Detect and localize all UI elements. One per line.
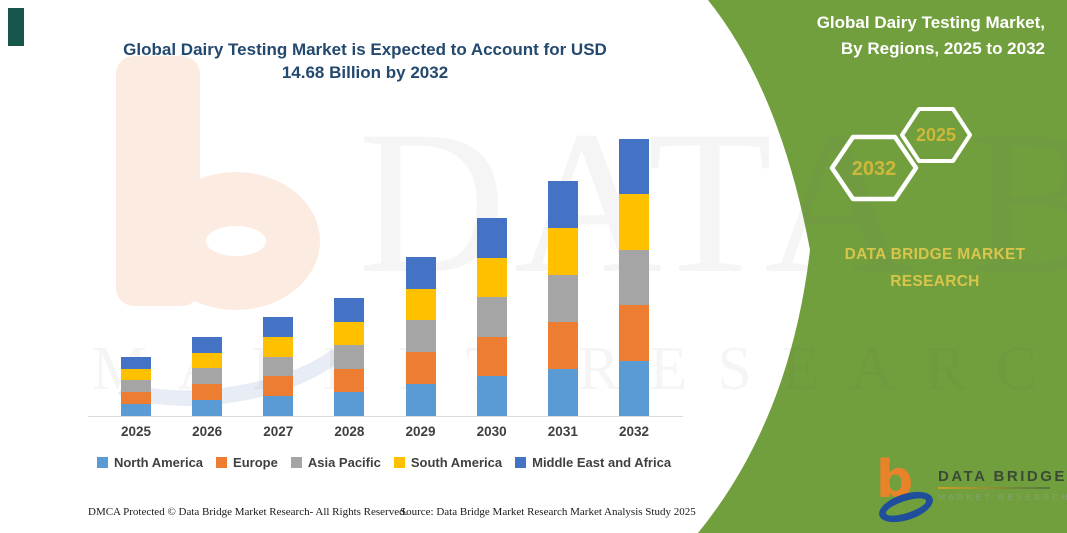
side-panel-heading: Global Dairy Testing Market, By Regions,… — [816, 13, 1045, 59]
bar-segment-2025-north-america — [121, 404, 151, 416]
legend: North America Europe Asia Pacific South Ame… — [78, 455, 690, 470]
stacked-bar-2028 — [334, 298, 365, 416]
bar-segment-2029-north-america — [405, 384, 436, 416]
bar-segment-2027-middle-east-and-africa — [263, 316, 294, 337]
x-axis-label-2027: 2027 — [263, 424, 294, 439]
panel-brand-text: DATA BRIDGE MARKET RESEARCH — [844, 246, 1026, 291]
bar-segment-2025-south-america — [121, 368, 151, 381]
x-axis-label-2030: 2030 — [476, 424, 507, 439]
bar-segment-2029-south-america — [405, 288, 436, 321]
stacked-bar-2026 — [192, 336, 223, 416]
bar-segment-2029-europe — [405, 352, 436, 385]
legend-label: Asia Pacific — [307, 455, 381, 470]
legend-swatch-icon — [96, 457, 108, 468]
bar-segment-2026-europe — [192, 384, 223, 401]
bar-segment-2027-asia-pacific — [263, 356, 294, 377]
legend-item-middle-east-and-africa: Middle East and Africa — [515, 455, 671, 470]
hexagon-badge-2032: 2032 — [829, 134, 919, 202]
logo-text-block: DATA BRIDGE MARKET RESEARCH — [938, 468, 1067, 502]
hexagon-badge-2025: 2025 — [900, 107, 972, 163]
bar-segment-2026-south-america — [192, 352, 223, 369]
legend-item-europe: Europe — [216, 455, 278, 470]
bar-segment-2032-north-america — [618, 360, 649, 416]
bar-segment-2031-asia-pacific — [547, 275, 578, 323]
bar-segment-2029-asia-pacific — [405, 320, 436, 353]
legend-swatch-icon — [216, 457, 228, 468]
source-footer-text: Source: Data Bridge Market Research Mark… — [400, 506, 696, 518]
bar-segment-2030-asia-pacific — [476, 297, 507, 337]
bar-segment-2030-north-america — [476, 376, 507, 416]
logo-name: DATA BRIDGE — [938, 468, 1067, 485]
hexagon-year-2032: 2032 — [852, 158, 897, 180]
bar-segment-2030-europe — [476, 336, 507, 377]
legend-swatch-icon — [290, 457, 302, 468]
bar-segment-2026-middle-east-and-africa — [192, 336, 223, 353]
stacked-bar-2030 — [476, 217, 507, 416]
hexagon-year-2025: 2025 — [916, 125, 956, 145]
logo-b-icon: b — [876, 450, 914, 510]
bar-segment-2031-middle-east-and-africa — [547, 181, 578, 229]
bar-segment-2026-asia-pacific — [192, 368, 223, 385]
legend-label: Middle East and Africa — [532, 455, 672, 470]
hexagon-badges: 2025 2032 — [829, 107, 972, 202]
bar-segment-2030-middle-east-and-africa — [476, 217, 507, 258]
bar-segment-2028-europe — [334, 368, 365, 393]
x-axis-label-2025: 2025 — [120, 424, 152, 439]
logo-subtitle: MARKET RESEARCH — [938, 491, 1067, 502]
bar-segment-2032-europe — [618, 305, 649, 361]
legend-label: South America — [410, 455, 503, 470]
legend-swatch-icon — [515, 457, 527, 468]
bar-segment-2031-europe — [547, 322, 578, 370]
logo-underline — [938, 487, 1050, 489]
dmca-footer-text: DMCA Protected © Data Bridge Market Rese… — [88, 506, 408, 518]
bar-segment-2031-south-america — [547, 228, 578, 276]
x-axis-line — [88, 416, 683, 417]
x-axis-label-2026: 2026 — [192, 424, 223, 439]
bar-segment-2029-middle-east-and-africa — [405, 256, 436, 289]
stacked-bar-2027 — [263, 316, 294, 416]
x-axis-label-2028: 2028 — [334, 424, 365, 439]
bar-segment-2032-south-america — [618, 194, 649, 250]
legend-label: North America — [113, 455, 204, 470]
bar-segment-2026-north-america — [192, 400, 223, 416]
bar-segment-2032-asia-pacific — [618, 249, 649, 306]
data-bridge-logo: b DATA BRIDGE MARKET RESEARCH — [875, 454, 1067, 529]
bar-segment-2028-north-america — [334, 392, 365, 416]
bar-segment-2031-north-america — [547, 369, 578, 416]
chart-title: Global Dairy Testing Market is Expected … — [62, 38, 668, 85]
stacked-bar-2031 — [547, 181, 578, 416]
bar-segment-2028-asia-pacific — [334, 345, 365, 369]
bar-segment-2028-middle-east-and-africa — [334, 298, 365, 322]
bar-segment-2030-south-america — [476, 257, 507, 298]
bar-segment-2032-middle-east-and-africa — [618, 138, 649, 195]
bar-segment-2028-south-america — [334, 321, 365, 346]
chart-title-text: Global Dairy Testing Market is Expected … — [123, 40, 607, 83]
x-axis-label-2032: 2032 — [618, 424, 649, 439]
stacked-bar-2029 — [405, 256, 436, 416]
legend-item-north-america: North America — [96, 455, 204, 470]
legend-item-asia-pacific: Asia Pacific — [290, 455, 381, 470]
bar-segment-2025-europe — [121, 392, 151, 405]
x-axis-label-2029: 2029 — [405, 424, 436, 439]
bar-segment-2027-north-america — [263, 396, 294, 416]
bar-segment-2027-europe — [263, 376, 294, 397]
stacked-bar-2025 — [121, 356, 151, 416]
legend-swatch-icon — [393, 457, 405, 468]
legend-label: Europe — [233, 455, 278, 470]
corner-accent-mark — [8, 8, 24, 46]
bar-segment-2027-south-america — [263, 336, 294, 357]
legend-item-south-america: South America — [393, 455, 503, 470]
stacked-bar-2032 — [618, 138, 649, 416]
bar-segment-2025-middle-east-and-africa — [121, 356, 151, 369]
x-axis-label-2031: 2031 — [547, 424, 578, 439]
bar-segment-2025-asia-pacific — [121, 380, 151, 393]
